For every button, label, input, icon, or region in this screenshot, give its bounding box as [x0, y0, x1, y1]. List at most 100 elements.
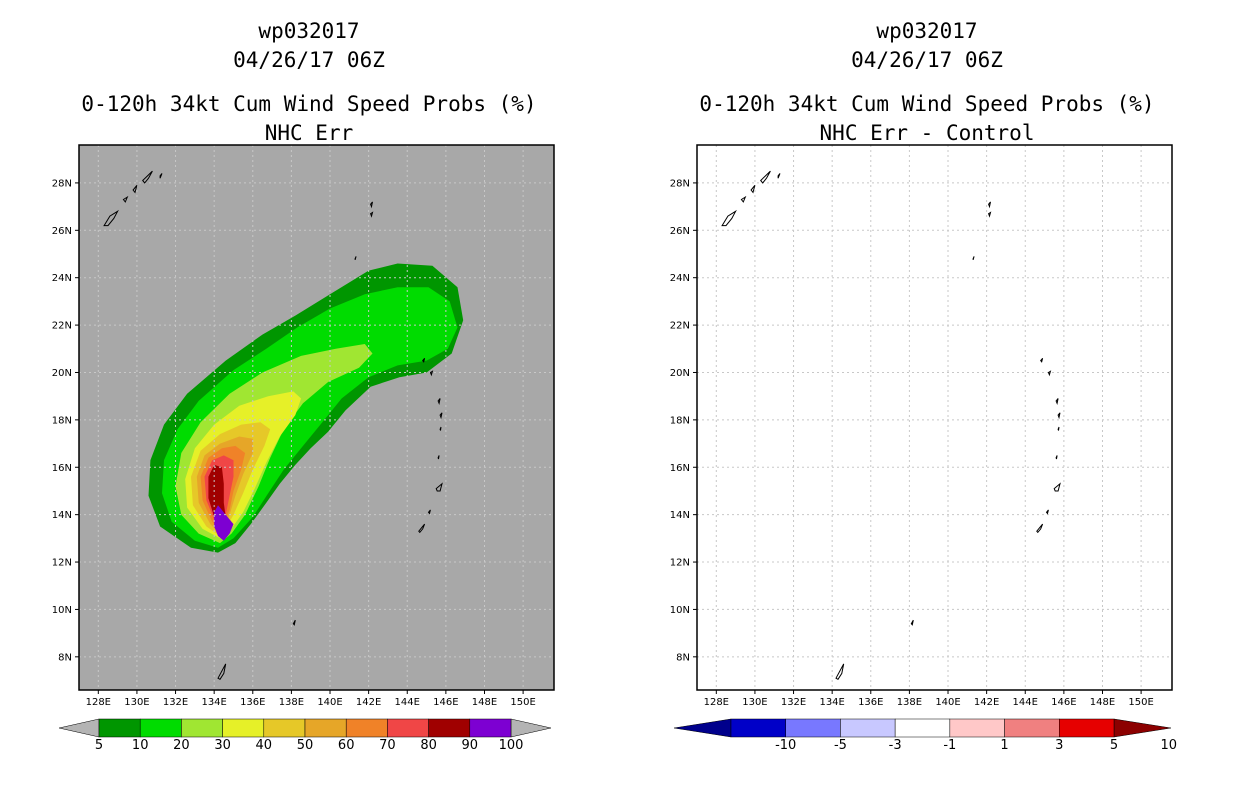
y-tick-label: 12N	[52, 558, 72, 569]
x-tick-label: 134E	[819, 697, 844, 708]
x-tick-label: 150E	[510, 697, 535, 708]
colorbar-label: 1	[1000, 738, 1008, 753]
x-tick-label: 144E	[1013, 697, 1038, 708]
coastline	[217, 663, 227, 680]
y-tick-label: 26N	[670, 226, 690, 237]
coastline	[987, 211, 992, 218]
colorbar-segment	[345, 718, 388, 738]
coastline	[122, 195, 129, 203]
y-tick-label: 12N	[670, 558, 690, 569]
colorbar-label: 40	[256, 738, 273, 753]
colorbar-label: 20	[173, 738, 190, 753]
x-tick-label: 128E	[86, 697, 111, 708]
y-tick-label: 28N	[52, 178, 72, 189]
x-tick-label: 140E	[935, 697, 960, 708]
x-tick-label: 144E	[395, 697, 420, 708]
y-tick-label: 8N	[676, 652, 690, 663]
coastline	[760, 170, 771, 184]
x-tick-label: 138E	[279, 697, 304, 708]
coastline	[354, 256, 357, 261]
y-tick-label: 26N	[52, 226, 72, 237]
map-frame	[696, 144, 1173, 691]
colorbar-arrow-left	[58, 718, 100, 738]
x-tick-label: 130E	[742, 697, 767, 708]
colorbar-segment	[428, 718, 471, 738]
colorbar-label: -3	[889, 738, 902, 753]
right-panel: wp032017 04/26/17 06Z 0-120h 34kt Cum Wi…	[618, 0, 1236, 800]
y-tick-label: 16N	[670, 463, 690, 474]
colorbar-label: 10	[1160, 738, 1177, 753]
y-tick-label: 20N	[52, 368, 72, 379]
x-tick-label: 138E	[897, 697, 922, 708]
coastline	[777, 173, 781, 179]
coastline	[370, 201, 373, 209]
coastline	[103, 209, 119, 227]
colorbar-label: 70	[379, 738, 396, 753]
x-tick-label: 132E	[781, 697, 806, 708]
product-title: 0-120h 34kt Cum Wind Speed Probs (%)	[81, 92, 537, 116]
coastline	[1057, 412, 1061, 420]
colorbar-label: -10	[775, 738, 796, 753]
subtitle: NHC Err - Control	[819, 121, 1035, 145]
coastline	[132, 184, 138, 194]
colorbar-segment	[469, 718, 512, 738]
colorbar-segment	[304, 718, 347, 738]
colorbar-arrow-right	[510, 718, 552, 738]
colorbar-label: -1	[943, 738, 956, 753]
coastline	[435, 482, 443, 492]
coastline	[1040, 357, 1044, 363]
x-tick-label: 140E	[317, 697, 342, 708]
y-tick-label: 10N	[670, 605, 690, 616]
coastline	[427, 509, 431, 515]
y-tick-label: 10N	[52, 605, 72, 616]
coastline	[972, 256, 975, 261]
colorbar-segment	[181, 718, 223, 738]
x-tick-label: 142E	[974, 697, 999, 708]
datetime-title: 04/26/17 06Z	[233, 48, 385, 72]
x-tick-label: 132E	[163, 697, 188, 708]
coastline	[422, 357, 426, 363]
colorbar-segment	[730, 718, 786, 738]
colorbar-label: 50	[297, 738, 314, 753]
x-tick-label: 128E	[704, 697, 729, 708]
coastline	[1045, 509, 1049, 515]
x-tick-label: 148E	[1090, 697, 1115, 708]
map-frame	[78, 144, 555, 691]
coastline	[1053, 482, 1061, 492]
coastline	[835, 663, 845, 680]
coastline	[159, 173, 163, 179]
colorbar-segment	[949, 718, 1005, 738]
coastline	[1057, 426, 1060, 431]
colorbar-label: 10	[132, 738, 149, 753]
colorbar-label: 3	[1055, 738, 1063, 753]
colorbar-label: 100	[499, 738, 524, 753]
x-tick-label: 142E	[356, 697, 381, 708]
coastline	[1047, 370, 1052, 377]
coastline	[740, 195, 747, 203]
y-tick-label: 24N	[52, 273, 72, 284]
prob-map-chart: 128E 130E 132E 134E 136E 138E 140E 142E 144E 146E…	[52, 144, 555, 753]
storm-id-title: wp032017	[258, 19, 360, 43]
coastline	[437, 398, 441, 405]
colorbar-label: 5	[1110, 738, 1118, 753]
colorbar-segment	[222, 718, 265, 738]
coastline	[429, 370, 434, 377]
x-tick-label: 136E	[858, 697, 883, 708]
datetime-title: 04/26/17 06Z	[851, 48, 1003, 72]
colorbar-segment	[263, 718, 306, 738]
coastline	[721, 209, 737, 227]
product-title: 0-120h 34kt Cum Wind Speed Probs (%)	[699, 92, 1155, 116]
coastline	[418, 523, 426, 534]
colorbar-label: 60	[338, 738, 355, 753]
y-tick-label: 18N	[52, 415, 72, 426]
y-tick-label: 14N	[52, 510, 72, 521]
x-tick-label: 150E	[1128, 697, 1153, 708]
x-tick-label: 130E	[124, 697, 149, 708]
coastline	[369, 211, 374, 218]
coastline	[988, 201, 991, 209]
subtitle: NHC Err	[264, 121, 354, 145]
y-tick-label: 22N	[52, 321, 72, 332]
prob-contour-90	[214, 505, 234, 541]
coastline	[439, 426, 442, 431]
coastline	[292, 619, 296, 626]
